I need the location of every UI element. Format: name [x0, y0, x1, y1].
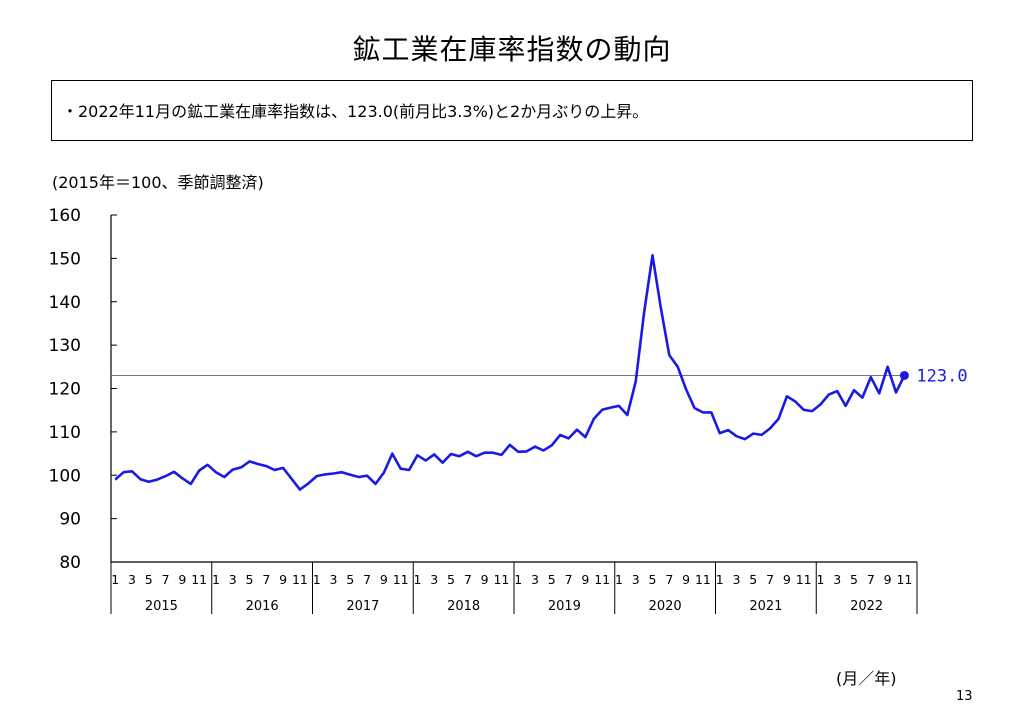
y-tick-label: 140 — [49, 293, 81, 313]
month-tick-label: 9 — [783, 572, 791, 587]
year-label: 2015 — [145, 599, 178, 614]
month-tick-label: 9 — [682, 572, 690, 587]
month-tick-label: 1 — [212, 572, 220, 587]
chart-axes — [110, 214, 918, 614]
month-tick-label: 5 — [850, 572, 858, 587]
y-tick-label: 160 — [49, 206, 81, 226]
year-label: 2022 — [850, 599, 883, 614]
month-tick-label: 9 — [481, 572, 489, 587]
year-label: 2016 — [246, 599, 279, 614]
month-tick-label: 11 — [695, 572, 711, 587]
y-tick-label: 110 — [49, 423, 81, 443]
month-tick-label: 1 — [413, 572, 421, 587]
month-tick-label: 9 — [279, 572, 287, 587]
latest-point-marker — [899, 370, 909, 380]
month-tick-label: 11 — [191, 572, 207, 587]
month-tick-label: 5 — [145, 572, 153, 587]
month-tick-label: 3 — [430, 572, 438, 587]
month-tick-label: 5 — [649, 572, 657, 587]
month-tick-label: 11 — [493, 572, 509, 587]
year-label: 2020 — [649, 599, 682, 614]
month-tick-label: 1 — [111, 572, 119, 587]
page-number: 13 — [956, 689, 973, 704]
month-tick-label: 9 — [884, 572, 892, 587]
month-tick-label: 5 — [749, 572, 757, 587]
month-tick-label: 3 — [531, 572, 539, 587]
year-label: 2018 — [447, 599, 480, 614]
month-tick-label: 5 — [246, 572, 254, 587]
month-tick-label: 7 — [262, 572, 270, 587]
month-tick-label: 1 — [816, 572, 824, 587]
month-tick-label: 1 — [716, 572, 724, 587]
latest-value-label: 123.0 — [916, 366, 967, 386]
x-axis-unit: (月／年) — [836, 669, 897, 688]
month-tick-label: 7 — [766, 572, 774, 587]
unit-note: (2015年＝100、季節調整済) — [52, 173, 264, 192]
y-tick-label: 130 — [49, 336, 81, 356]
month-tick-label: 3 — [833, 572, 841, 587]
month-tick-label: 3 — [632, 572, 640, 587]
month-tick-label: 11 — [796, 572, 812, 587]
month-tick-label: 7 — [464, 572, 472, 587]
month-tick-label: 5 — [548, 572, 556, 587]
y-tick-label: 120 — [49, 380, 81, 400]
month-tick-label: 11 — [896, 572, 912, 587]
y-tick-label: 80 — [59, 553, 81, 573]
series-group: 123.0 — [114, 254, 968, 491]
month-tick-label: 9 — [380, 572, 388, 587]
month-tick-label: 5 — [447, 572, 455, 587]
month-tick-label: 1 — [313, 572, 321, 587]
month-tick-label: 7 — [565, 572, 573, 587]
month-tick-label: 11 — [594, 572, 610, 587]
series-line — [114, 254, 906, 491]
month-tick-label: 1 — [514, 572, 522, 587]
y-tick-label: 150 — [49, 249, 81, 269]
year-label: 2021 — [749, 599, 782, 614]
month-tick-label: 11 — [393, 572, 409, 587]
month-tick-label: 9 — [581, 572, 589, 587]
month-tick-label: 7 — [363, 572, 371, 587]
month-tick-label: 7 — [665, 572, 673, 587]
year-label: 2019 — [548, 599, 581, 614]
month-tick-label: 3 — [229, 572, 237, 587]
month-tick-label: 3 — [733, 572, 741, 587]
month-tick-label: 3 — [128, 572, 136, 587]
month-tick-label: 1 — [615, 572, 623, 587]
summary-box: ・2022年11月の鉱工業在庫率指数は、123.0(前月比3.3%)と2か月ぶり… — [51, 80, 973, 141]
y-axis-labels: 80 90 100 110 120 130 140 150 160 — [49, 206, 81, 573]
year-label: 2017 — [346, 599, 379, 614]
month-tick-label: 9 — [178, 572, 186, 587]
page-title: 鉱工業在庫率指数の動向 — [352, 33, 672, 66]
y-tick-label: 90 — [59, 510, 81, 530]
y-tick-label: 100 — [49, 466, 81, 486]
month-tick-label: 7 — [162, 572, 170, 587]
month-tick-label: 7 — [867, 572, 875, 587]
month-tick-label: 3 — [330, 572, 338, 587]
month-tick-label: 11 — [292, 572, 308, 587]
month-tick-label: 5 — [346, 572, 354, 587]
